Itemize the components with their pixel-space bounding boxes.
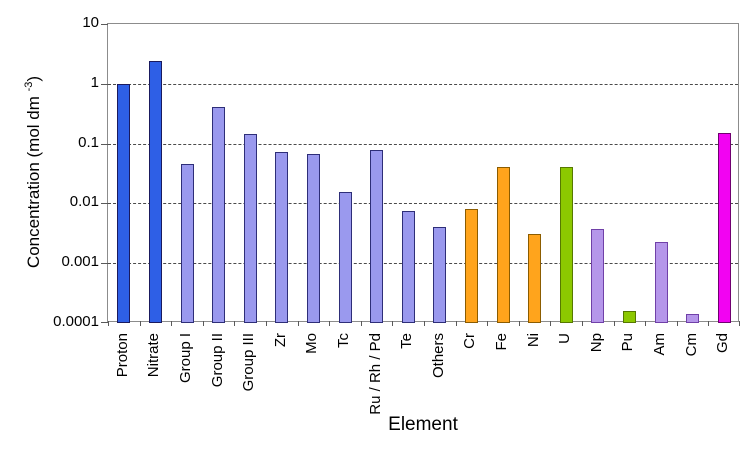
x-tick: [613, 321, 615, 326]
x-tick-label: Proton: [113, 333, 131, 378]
bar: [243, 133, 257, 323]
x-tick-label: Cr: [461, 333, 479, 349]
y-tick: [101, 322, 108, 323]
y-tick: [101, 143, 108, 145]
x-tick-label: Am: [651, 333, 668, 356]
bar: [528, 233, 542, 323]
x-tick: [487, 321, 489, 326]
x-tick-label: Group III: [240, 333, 258, 392]
bar: [559, 167, 573, 323]
x-tick: [676, 321, 678, 326]
x-tick: [424, 321, 425, 326]
x-tick-label: Others: [429, 333, 447, 379]
x-tick-label: Ru / Rh / Pd: [366, 333, 384, 415]
y-tick-label: 0.0001: [53, 313, 99, 330]
bar: [496, 167, 510, 323]
bar: [180, 163, 194, 323]
bar: [591, 228, 605, 323]
bar: [686, 314, 700, 323]
x-tick: [139, 321, 141, 326]
x-tick: [171, 321, 173, 326]
bar: [654, 241, 668, 323]
bar: [275, 152, 289, 323]
bar: [433, 226, 447, 323]
x-tick-label: Tc: [335, 333, 352, 348]
bar: [306, 154, 320, 323]
x-tick-label: Cm: [682, 333, 700, 357]
bar: [717, 133, 731, 323]
x-tick: [455, 321, 457, 326]
plot-area: [101, 23, 740, 326]
x-axis-title: Element: [388, 414, 458, 435]
bar: [338, 192, 352, 323]
y-tick-label: 0.01: [69, 193, 99, 211]
x-tick: [297, 321, 299, 326]
x-tick: [202, 321, 204, 326]
bar: [212, 106, 226, 323]
gridline: [108, 203, 738, 205]
y-tick: [101, 24, 108, 25]
y-tick: [101, 83, 108, 85]
x-tick-label: Fe: [493, 333, 510, 351]
x-tick: [550, 321, 552, 326]
y-tick-label: 1: [90, 73, 99, 91]
x-tick-label: Ni: [524, 333, 542, 348]
x-tick: [329, 321, 331, 326]
x-tick-label: Group II: [208, 333, 226, 388]
x-tick: [234, 321, 236, 326]
gridline: [108, 83, 738, 85]
y-tick-label: 10: [82, 14, 99, 31]
x-tick-label: Zr: [271, 333, 289, 348]
bar: [401, 210, 415, 323]
y-axis-title: Concentration (mol dm -3): [23, 76, 44, 269]
y-tick: [101, 203, 108, 205]
x-tick: [708, 321, 710, 326]
x-tick: [108, 321, 109, 326]
bar: [148, 61, 162, 323]
x-tick-label: Nitrate: [145, 333, 163, 378]
bar: [117, 83, 131, 323]
x-tick-label: U: [556, 333, 574, 344]
x-tick: [582, 321, 583, 326]
x-tick-label: Pu: [619, 333, 637, 352]
x-tick-label: Group I: [177, 333, 194, 384]
y-tick-label: 0.001: [61, 253, 99, 271]
x-tick-label: Gd: [714, 333, 732, 354]
bar: [622, 310, 636, 323]
x-tick: [360, 321, 362, 326]
x-tick-label: Mo: [303, 333, 321, 354]
x-tick: [645, 321, 647, 326]
x-tick: [392, 321, 394, 326]
bar: [464, 209, 478, 323]
y-axis-title-text: Concentration (mol dm: [24, 91, 43, 269]
y-tick: [101, 263, 108, 265]
x-tick: [518, 321, 520, 326]
x-tick-label: Te: [398, 333, 416, 349]
x-tick: [266, 321, 267, 326]
gridline: [108, 263, 738, 265]
x-tick-label: Np: [587, 333, 605, 353]
y-tick-label: 0.1: [78, 133, 99, 151]
gridline: [108, 143, 738, 145]
x-tick: [739, 321, 740, 326]
bar: [370, 150, 384, 323]
